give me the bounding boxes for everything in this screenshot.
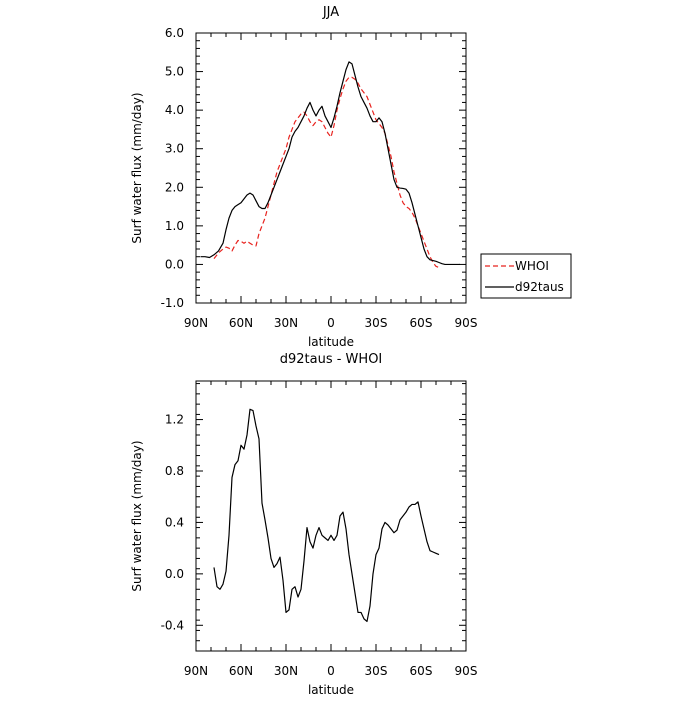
series-line-d92taus [200,61,460,266]
x-tick-label: 0 [327,664,335,678]
chart-title: JJA [322,5,339,20]
x-tick-label: 30S [365,664,388,678]
y-tick-label: 2.0 [165,180,184,194]
plot-frame [195,380,467,652]
series-line-difference [213,408,440,623]
x-tick-label: 30N [274,316,298,330]
series-lines [200,61,460,269]
y-tick-label: -1.0 [161,296,184,310]
x-axis-title: latitude [308,335,354,349]
x-tick-label: 90N [184,316,208,330]
legend-label-whoi: WHOI [515,259,549,273]
x-tick-label: 30N [274,664,298,678]
x-tick-label: 60S [410,664,433,678]
y-tick-label: 0.0 [165,257,184,271]
x-tick-labels: 90N 60N 30N 0 30S 60S 90S [184,664,478,678]
y-tick-labels: -0.4 0.0 0.4 0.8 1.2 [161,413,184,633]
legend-box [480,253,572,299]
axis-ticks [195,381,467,652]
y-tick-label: 0.8 [165,464,184,478]
y-tick-label: 0.0 [165,567,184,581]
x-tick-label: 60N [229,664,253,678]
y-tick-label: -0.4 [161,618,184,632]
y-axis-title: Surf water flux (mm/day) [130,92,144,243]
axis-ticks [195,32,467,304]
y-tick-labels: -1.0 0.0 1.0 2.0 3.0 4.0 5.0 6.0 [161,26,184,310]
y-tick-label: 0.4 [165,515,184,529]
y-tick-label: 3.0 [165,142,184,156]
x-tick-label: 60N [229,316,253,330]
y-axis-title: Surf water flux (mm/day) [130,440,144,591]
x-tick-label: 90S [455,316,478,330]
plot-frame [195,32,467,304]
chart-title: d92taus - WHOI [280,352,383,367]
x-tick-label: 30S [365,316,388,330]
series-line-whoi [213,76,440,269]
legend-label-d92taus: d92taus [515,280,564,294]
y-tick-label: 1.0 [165,219,184,233]
x-tick-label: 90S [455,664,478,678]
y-tick-label: 1.2 [165,413,184,427]
x-tick-label: 0 [327,316,335,330]
legend: WHOI d92taus [480,253,572,299]
series-lines [213,408,440,623]
chart-bottom: d92taus - WHOI 90N 60N 30N 0 30S 60S 90S -0.4 0… [130,352,477,697]
x-tick-labels: 90N 60N 30N 0 30S 60S 90S [184,316,478,330]
y-tick-label: 6.0 [165,26,184,40]
chart-top: JJA 90N 60N 30N 0 30S 60S 90S -1.0 0.0 1.0 2.0 3.0… [130,5,572,349]
x-tick-label: 60S [410,316,433,330]
y-tick-label: 4.0 [165,103,184,117]
y-tick-label: 5.0 [165,65,184,79]
x-axis-title: latitude [308,683,354,697]
x-tick-label: 90N [184,664,208,678]
